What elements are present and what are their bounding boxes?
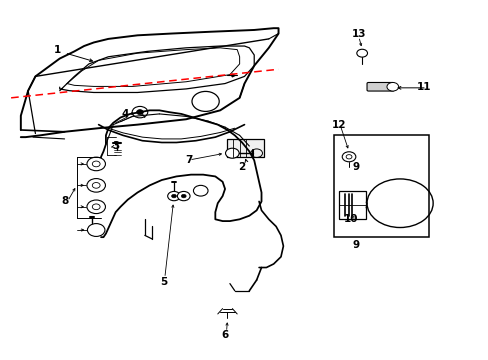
Circle shape: [342, 152, 355, 162]
Text: 9: 9: [352, 162, 359, 172]
Circle shape: [87, 157, 105, 171]
Circle shape: [386, 82, 398, 91]
Text: 2: 2: [238, 162, 245, 172]
Text: 7: 7: [184, 156, 192, 165]
Circle shape: [87, 179, 105, 192]
Bar: [339, 191, 366, 219]
Text: 4: 4: [122, 109, 129, 119]
Circle shape: [356, 49, 367, 57]
Text: 5: 5: [161, 277, 167, 287]
Text: 9: 9: [352, 240, 359, 250]
Text: 11: 11: [416, 82, 431, 92]
Circle shape: [87, 200, 105, 213]
Circle shape: [167, 192, 180, 201]
Text: 10: 10: [344, 214, 358, 224]
Circle shape: [181, 194, 186, 198]
Text: 1: 1: [54, 45, 61, 55]
Bar: [334, 135, 428, 237]
Circle shape: [87, 224, 105, 237]
Text: 12: 12: [331, 120, 346, 130]
Circle shape: [171, 194, 176, 198]
Text: 8: 8: [61, 197, 68, 206]
Circle shape: [177, 192, 190, 201]
Circle shape: [225, 148, 239, 158]
Text: 3: 3: [112, 141, 119, 151]
Bar: [227, 139, 264, 157]
FancyBboxPatch shape: [366, 82, 393, 91]
Text: 6: 6: [221, 330, 228, 341]
Circle shape: [132, 107, 147, 118]
Text: 13: 13: [351, 28, 365, 39]
Circle shape: [136, 110, 143, 114]
